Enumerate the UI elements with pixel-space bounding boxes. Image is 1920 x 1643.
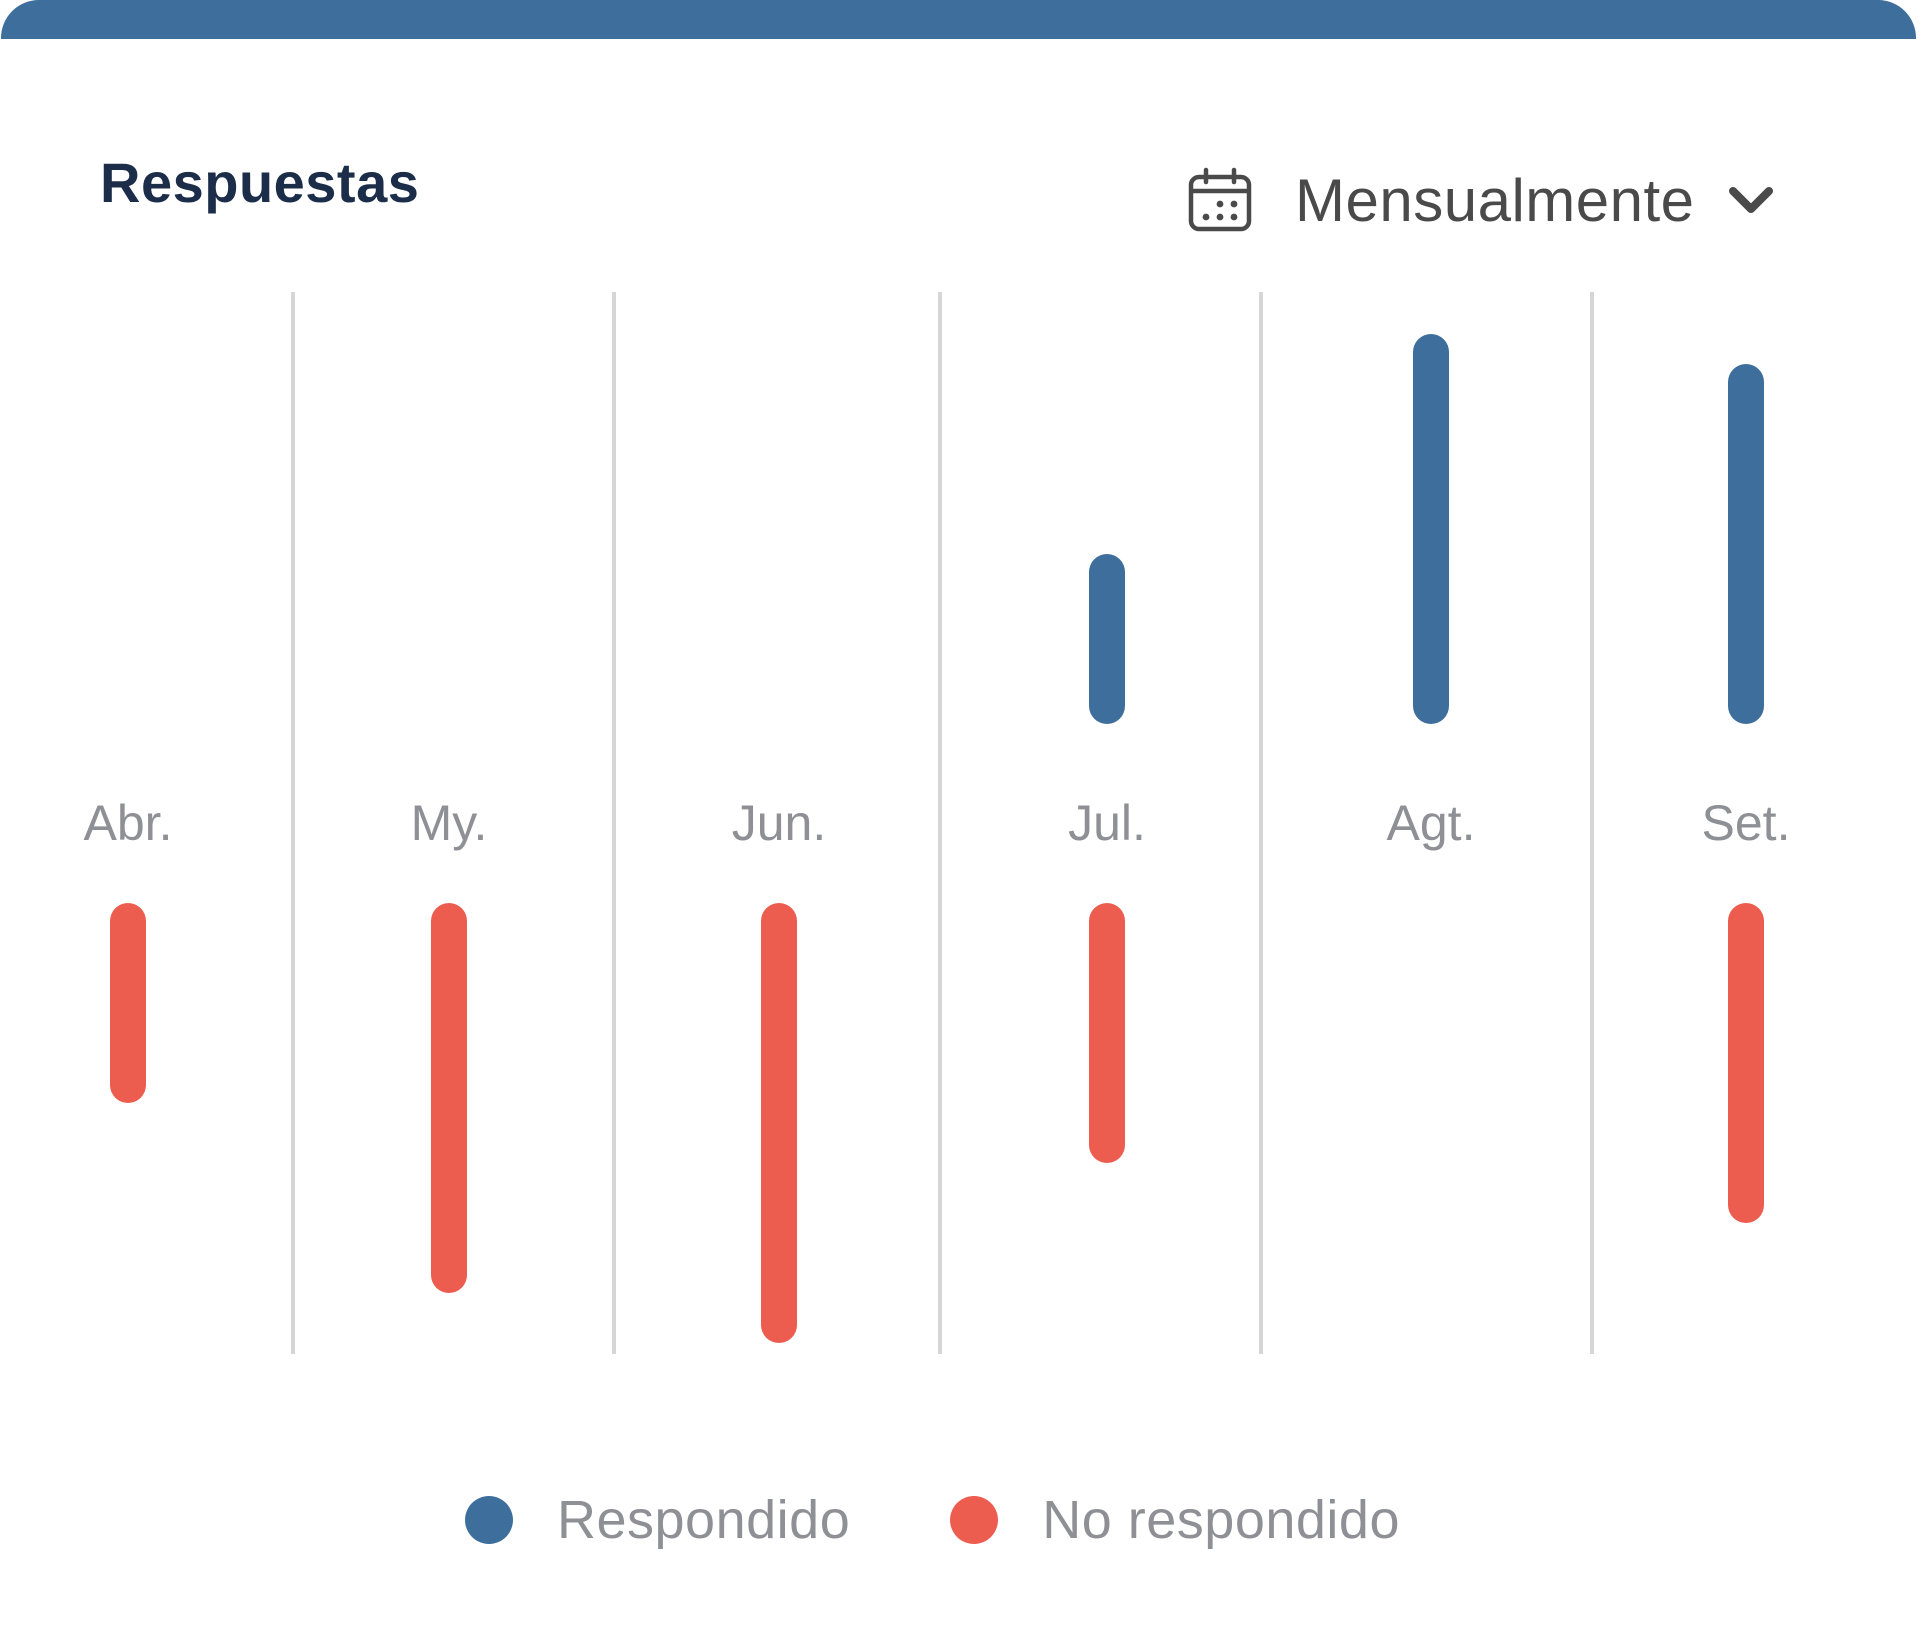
calendar-icon	[1188, 167, 1252, 232]
month-label: Jul.	[1068, 795, 1146, 851]
bar-respondido	[1089, 554, 1125, 724]
legend-label-respondido: Respondido	[557, 1490, 851, 1550]
bar-no-respondido	[1089, 903, 1125, 1163]
bar-respondido	[1413, 334, 1449, 724]
bar-respondido	[1728, 364, 1764, 724]
legend-swatch-no-respondido	[950, 1496, 999, 1544]
bar-no-respondido	[1728, 903, 1764, 1223]
period-dropdown[interactable]: Mensualmente	[1187, 160, 1775, 240]
month-label: Agt.	[1387, 795, 1476, 851]
card-title: Respuestas	[100, 151, 420, 214]
chart-legend: Respondido No respondido	[465, 1490, 1400, 1550]
month-label: My.	[411, 795, 488, 851]
bar-no-respondido	[761, 903, 797, 1343]
card-header-bar	[1, 0, 1916, 39]
month-label: Jun.	[732, 795, 827, 851]
legend-swatch-respondido	[465, 1496, 513, 1544]
legend-item-no-respondido: No respondido	[950, 1489, 1400, 1551]
chevron-down-icon	[1728, 187, 1773, 213]
bar-no-respondido	[431, 903, 467, 1293]
bar-no-respondido	[110, 903, 146, 1103]
month-label: Set.	[1702, 795, 1791, 851]
period-label: Mensualmente	[1295, 166, 1695, 234]
legend-item-respondido: Respondido	[465, 1489, 850, 1551]
legend-label-no-respondido: No respondido	[1042, 1490, 1400, 1550]
month-label: Abr.	[84, 795, 173, 851]
